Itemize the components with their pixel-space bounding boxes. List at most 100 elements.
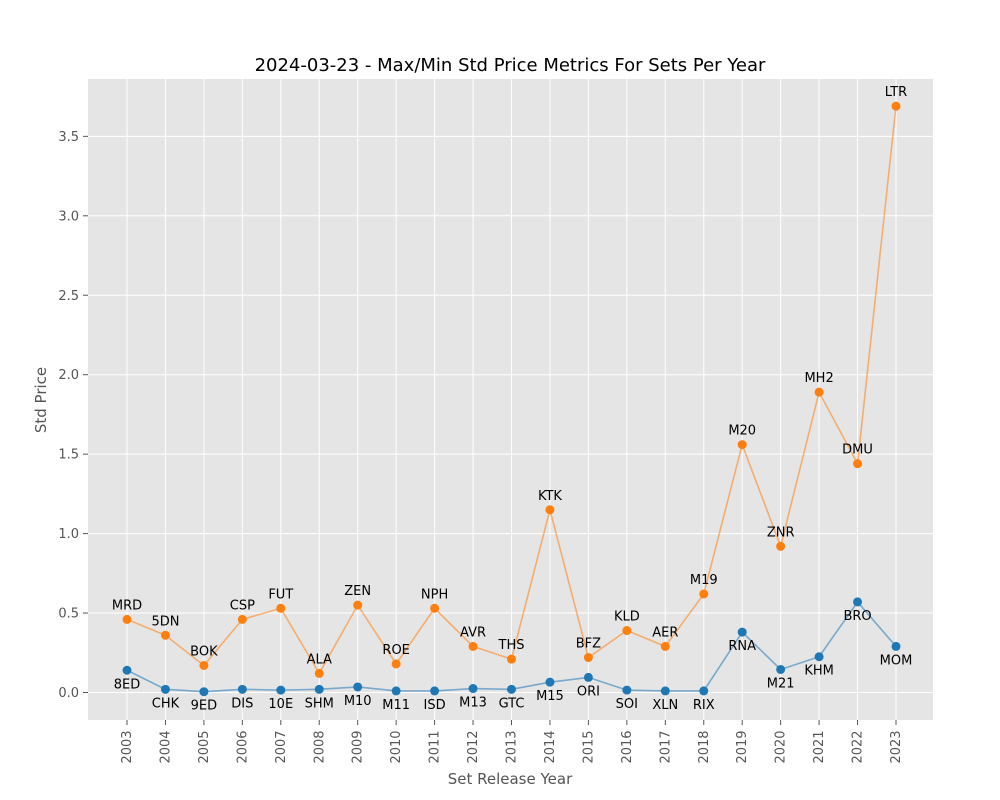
point-label: XLN (652, 698, 678, 713)
point-label: FUT (268, 587, 293, 602)
x-tick-label: 2021 (812, 730, 827, 763)
data-point (391, 686, 401, 696)
x-tick-label: 2009 (351, 730, 366, 763)
point-label: M21 (767, 676, 795, 691)
chart-title: 2024-03-23 - Max/Min Std Price Metrics F… (255, 55, 766, 76)
data-point (314, 684, 324, 694)
x-axis-label: Set Release Year (448, 770, 573, 788)
data-point (237, 614, 247, 624)
point-label: ZEN (344, 584, 371, 599)
data-point (468, 641, 478, 651)
point-label: 9ED (191, 699, 218, 714)
point-label: MRD (112, 598, 142, 613)
point-label: M13 (459, 696, 487, 711)
point-label: ALA (307, 652, 332, 667)
x-tick-label: 2018 (697, 730, 712, 763)
data-point (853, 459, 863, 469)
plot-background (88, 79, 933, 720)
data-point (314, 668, 324, 678)
point-label: MH2 (804, 371, 833, 386)
data-point (199, 687, 209, 697)
data-point (122, 614, 132, 624)
point-label: MOM (880, 653, 913, 668)
point-label: ROE (382, 643, 409, 658)
point-label: AVR (460, 625, 486, 640)
point-label: CSP (230, 598, 255, 613)
data-point (276, 603, 286, 613)
x-tick-label: 2003 (120, 730, 135, 763)
point-label: LTR (885, 85, 907, 100)
point-label: NPH (421, 587, 448, 602)
point-label: KLD (614, 610, 640, 625)
point-label: THS (498, 638, 525, 653)
data-point (545, 677, 555, 687)
data-point (391, 659, 401, 669)
x-tick-label: 2019 (735, 730, 750, 763)
data-point (199, 660, 209, 670)
y-tick-label: 1.0 (58, 527, 79, 542)
point-labels: MRD 5DN BOK CSP FUT ALA ZEN ROE NPH AVR THS KTK BFZ K… (112, 85, 912, 714)
point-label: KHM (804, 664, 834, 679)
point-label: ZNR (767, 525, 795, 540)
point-label: GTC (499, 696, 525, 711)
x-tick-label: 2008 (312, 730, 327, 763)
data-point (468, 684, 478, 694)
x-tick-label: 2012 (466, 730, 481, 763)
point-label: BRO (843, 609, 871, 624)
x-tick-label: 2005 (197, 730, 212, 763)
data-point (814, 652, 824, 662)
data-point (660, 641, 670, 651)
data-point (737, 627, 747, 637)
point-label: RIX (693, 698, 715, 713)
point-label: CHK (152, 696, 180, 711)
x-tick-label: 2023 (889, 730, 904, 763)
y-tick-label: 0.5 (58, 607, 79, 622)
y-tick-label: 3.5 (58, 130, 79, 145)
data-point (353, 600, 363, 610)
data-point (122, 665, 132, 675)
point-label: KTK (538, 489, 562, 504)
x-tick-label: 2010 (389, 730, 404, 763)
data-point (737, 440, 747, 450)
data-point (353, 682, 363, 692)
point-label: 8ED (114, 677, 141, 692)
point-label: RNA (728, 639, 756, 654)
point-label: M11 (382, 698, 410, 713)
y-tick-labels: 0.0 0.5 1.0 1.5 2.0 2.5 3.0 3.5 (58, 130, 88, 701)
data-point (622, 685, 632, 695)
y-tick-label: 2.0 (58, 368, 79, 383)
x-tick-label: 2016 (620, 730, 635, 763)
point-label: M10 (344, 694, 372, 709)
y-axis-label: Std Price (32, 367, 50, 433)
grid (88, 79, 933, 720)
data-point (776, 541, 786, 551)
point-label: ISD (424, 698, 446, 713)
point-label: M20 (728, 424, 756, 439)
data-point (583, 672, 593, 682)
point-label: SOI (616, 697, 638, 712)
point-label: BOK (190, 644, 218, 659)
x-tick-label: 2017 (658, 730, 673, 763)
y-tick-label: 2.5 (58, 289, 79, 304)
point-label: ORI (577, 684, 600, 699)
x-tick-label: 2015 (581, 730, 596, 763)
data-point (160, 684, 170, 694)
data-point (160, 630, 170, 640)
data-point (276, 685, 286, 695)
data-point (891, 641, 901, 651)
data-point (507, 654, 516, 664)
x-tick-label: 2006 (235, 730, 250, 763)
point-label: M15 (536, 689, 564, 704)
data-point (583, 653, 593, 663)
data-point (545, 505, 555, 515)
x-tick-label: 2004 (158, 730, 173, 763)
point-label: DMU (842, 443, 873, 458)
data-point (853, 597, 863, 607)
data-point (660, 686, 670, 696)
data-point (814, 387, 824, 397)
point-label: AER (652, 625, 678, 640)
series-layer (122, 101, 901, 697)
data-point (891, 101, 901, 111)
y-tick-label: 1.5 (58, 448, 79, 463)
